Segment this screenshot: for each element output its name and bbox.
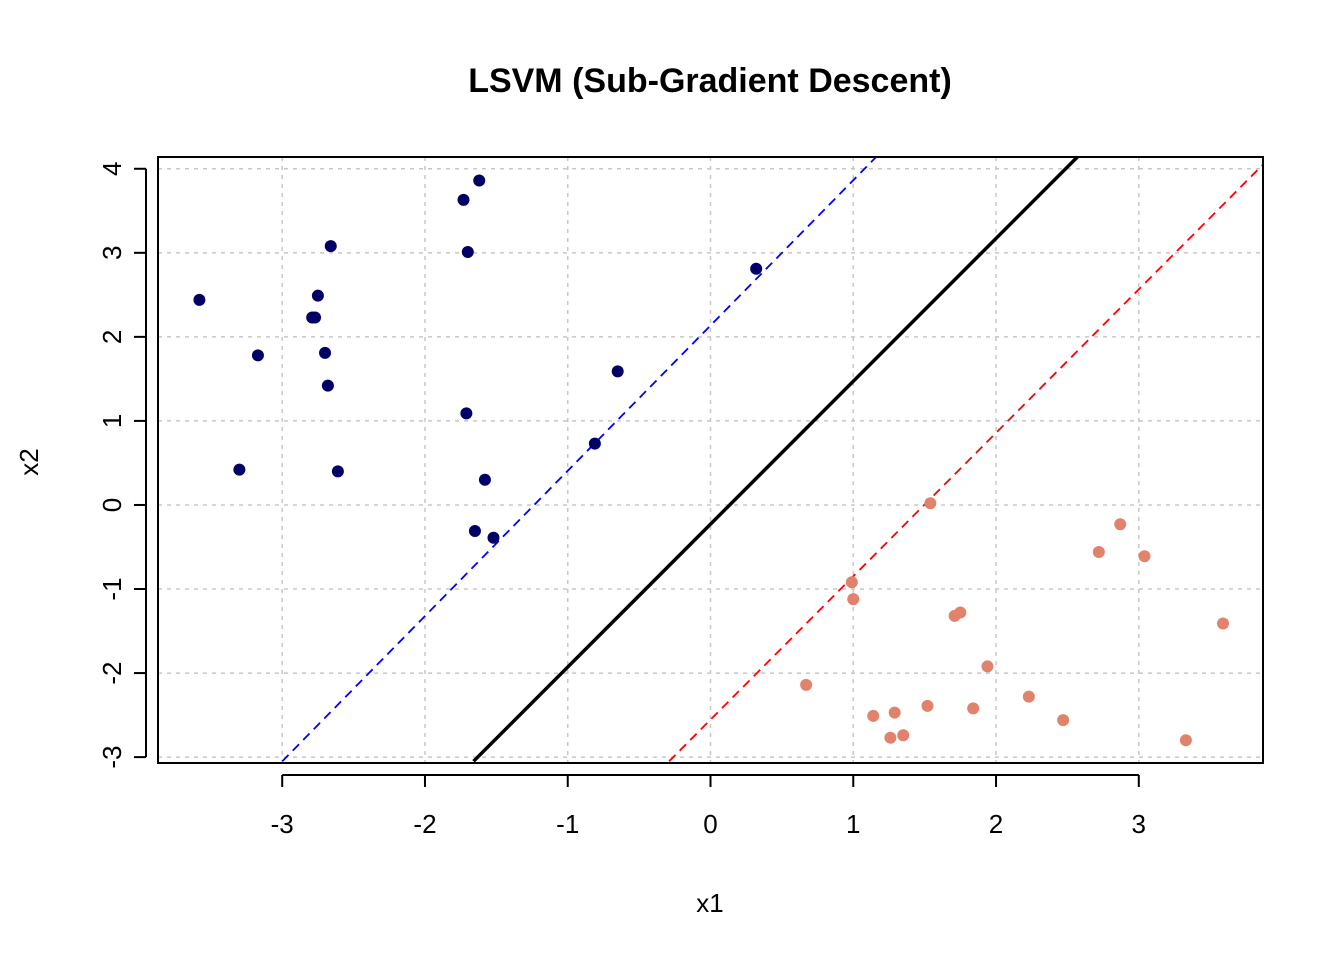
class-neg-point	[750, 262, 763, 275]
axes: -3 -2 -1 0 1 2 3 -3 -2 -1 0 1 2 3 4	[97, 162, 1146, 839]
class-neg-point	[324, 240, 337, 253]
class-pos-point	[1179, 734, 1192, 747]
plot-frame	[157, 156, 1264, 764]
y-tick-label: 4	[97, 162, 127, 176]
class-neg-point	[460, 407, 473, 420]
class-neg-point	[311, 289, 324, 302]
class-neg-point	[468, 525, 481, 538]
x-tick-label: -1	[556, 809, 579, 839]
negative-margin-line	[281, 156, 877, 762]
chart-title: LSVM (Sub-Gradient Descent)	[468, 62, 952, 100]
class-pos-point	[1114, 518, 1127, 531]
class-neg-point	[309, 311, 322, 324]
class-pos-point	[954, 606, 967, 619]
data-points	[193, 174, 1230, 747]
x-tick-label: 3	[1132, 809, 1146, 839]
class-neg-point	[319, 346, 332, 359]
class-neg-point	[588, 437, 601, 450]
y-tick-label: 2	[97, 330, 127, 344]
class-pos-point	[1057, 714, 1070, 727]
class-pos-point	[845, 576, 858, 589]
y-axis-label: x2	[14, 448, 44, 475]
class-neg-point	[478, 473, 491, 486]
class-pos-point	[800, 678, 813, 691]
class-pos-point	[967, 702, 980, 715]
class-pos-point	[884, 731, 897, 744]
grid	[158, 157, 1263, 763]
class-neg-point	[461, 245, 474, 258]
y-tick-label: 1	[97, 414, 127, 428]
positive-margin-line	[668, 163, 1264, 762]
x-tick-label: 2	[989, 809, 1003, 839]
y-tick-label: -3	[97, 746, 127, 769]
class-neg-point	[487, 531, 500, 544]
class-pos-point	[867, 709, 880, 722]
class-pos-point	[924, 497, 937, 510]
class-neg-point	[233, 463, 246, 476]
x-tick-label: -3	[271, 809, 294, 839]
class-pos-point	[981, 660, 994, 673]
y-tick-label: -2	[97, 662, 127, 685]
class-pos-point	[897, 729, 910, 742]
class-neg-point	[193, 293, 206, 306]
class-pos-point	[1022, 690, 1035, 703]
decision-lines	[281, 155, 1264, 763]
class-neg-point	[611, 365, 624, 378]
class-pos-point	[1138, 550, 1151, 563]
class-pos-point	[1217, 617, 1230, 630]
x-tick-label: 1	[846, 809, 860, 839]
y-tick-label: 0	[97, 498, 127, 512]
decision-boundary-line	[472, 155, 1079, 763]
class-pos-point	[888, 706, 901, 719]
class-neg-point	[457, 193, 470, 206]
y-tick-label: -1	[97, 577, 127, 600]
class-neg-point	[321, 379, 334, 392]
x-tick-label: 0	[703, 809, 717, 839]
class-neg-point	[331, 465, 344, 478]
class-neg-point	[251, 349, 264, 362]
class-pos-point	[921, 699, 934, 712]
class-neg-point	[473, 174, 486, 187]
class-pos-point	[1092, 546, 1105, 559]
y-tick-label: 3	[97, 246, 127, 260]
x-axis-label: x1	[696, 888, 723, 918]
class-pos-point	[847, 593, 860, 606]
x-tick-label: -2	[413, 809, 436, 839]
